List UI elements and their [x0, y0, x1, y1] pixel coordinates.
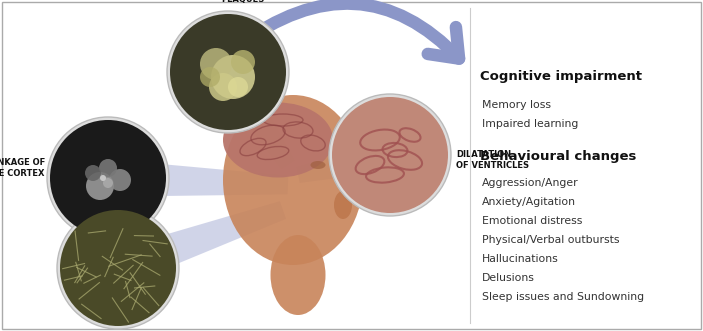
Circle shape [99, 159, 117, 177]
Text: Anxiety/Agitation: Anxiety/Agitation [482, 197, 576, 207]
Circle shape [103, 178, 113, 188]
Circle shape [329, 94, 451, 216]
Circle shape [228, 77, 248, 97]
Circle shape [86, 172, 114, 200]
Ellipse shape [223, 103, 333, 177]
Text: Delusions: Delusions [482, 273, 535, 283]
Text: Impaired learning: Impaired learning [482, 119, 579, 129]
Circle shape [57, 207, 179, 329]
Circle shape [200, 67, 220, 87]
Polygon shape [296, 128, 396, 183]
Text: Aggression/Anger: Aggression/Anger [482, 178, 579, 188]
Ellipse shape [223, 95, 363, 265]
Circle shape [231, 50, 255, 74]
FancyArrowPatch shape [237, 4, 459, 59]
Text: Cognitive impairment: Cognitive impairment [480, 70, 642, 83]
Ellipse shape [311, 161, 325, 169]
Text: AMYLOID
PLAQUES: AMYLOID PLAQUES [221, 0, 264, 4]
Circle shape [85, 165, 101, 181]
Text: Sleep issues and Sundowning: Sleep issues and Sundowning [482, 292, 644, 302]
Text: Physical/Verbal outbursts: Physical/Verbal outbursts [482, 235, 619, 245]
Circle shape [109, 169, 131, 191]
Circle shape [200, 48, 232, 80]
Circle shape [209, 73, 237, 101]
Circle shape [60, 210, 176, 326]
Text: Hallucinations: Hallucinations [482, 254, 559, 264]
Polygon shape [108, 201, 286, 298]
Polygon shape [107, 146, 288, 210]
Text: SHRINKAGE OF
THE CORTEX: SHRINKAGE OF THE CORTEX [0, 158, 45, 178]
Text: Memory loss: Memory loss [482, 100, 551, 110]
Text: Emotional distress: Emotional distress [482, 216, 582, 226]
Circle shape [100, 175, 106, 181]
Ellipse shape [271, 235, 325, 315]
Circle shape [47, 117, 169, 239]
Circle shape [211, 55, 255, 99]
Circle shape [50, 120, 166, 236]
Text: DILATATION
OF VENTRICLES: DILATATION OF VENTRICLES [456, 150, 529, 170]
Text: Behavioural changes: Behavioural changes [480, 150, 636, 163]
Ellipse shape [334, 191, 352, 219]
Circle shape [332, 97, 448, 213]
Polygon shape [205, 57, 295, 169]
Circle shape [167, 11, 289, 133]
Circle shape [170, 14, 286, 130]
